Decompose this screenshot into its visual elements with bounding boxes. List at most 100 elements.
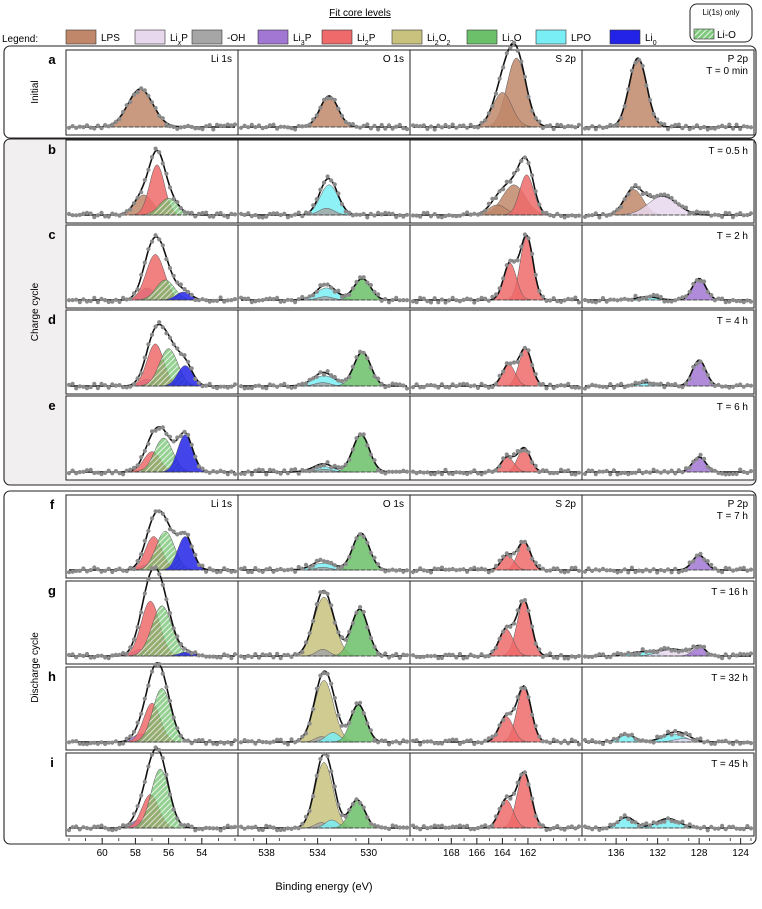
data-point bbox=[256, 123, 262, 128]
data-point bbox=[511, 791, 517, 796]
data-point bbox=[135, 804, 140, 809]
data-point bbox=[390, 740, 395, 745]
data-point bbox=[727, 472, 732, 477]
data-point bbox=[128, 99, 133, 105]
data-point bbox=[519, 539, 524, 544]
data-point bbox=[723, 210, 728, 215]
data-point bbox=[139, 711, 144, 716]
data-point bbox=[662, 469, 667, 474]
data-point bbox=[84, 123, 90, 128]
data-point bbox=[644, 83, 649, 88]
data-point bbox=[475, 567, 481, 572]
data-point bbox=[321, 282, 327, 287]
data-point bbox=[687, 647, 692, 652]
data-point bbox=[676, 468, 681, 473]
data-point bbox=[418, 385, 423, 390]
data-point bbox=[311, 619, 316, 624]
data-point bbox=[365, 815, 370, 820]
measured-points bbox=[582, 728, 754, 747]
data-point bbox=[321, 372, 327, 377]
data-point bbox=[647, 569, 653, 574]
data-point bbox=[397, 825, 402, 830]
data-point bbox=[307, 377, 312, 382]
data-point bbox=[321, 180, 327, 185]
data-point bbox=[432, 212, 437, 217]
data-point bbox=[694, 553, 700, 558]
data-point bbox=[139, 455, 144, 460]
data-point bbox=[472, 383, 477, 388]
data-point bbox=[687, 465, 692, 470]
data-point bbox=[705, 739, 710, 744]
data-point bbox=[350, 286, 355, 291]
data-point bbox=[70, 468, 75, 473]
data-point bbox=[77, 653, 82, 658]
data-point bbox=[680, 295, 685, 300]
data-point bbox=[339, 294, 345, 299]
data-point bbox=[501, 629, 506, 634]
data-point bbox=[457, 382, 462, 387]
data-point bbox=[200, 384, 205, 389]
data-point bbox=[196, 380, 201, 385]
data-point bbox=[698, 551, 703, 556]
data-point bbox=[275, 126, 280, 131]
data-point bbox=[555, 739, 560, 744]
data-point bbox=[490, 823, 495, 828]
data-point bbox=[551, 471, 556, 476]
data-point bbox=[339, 113, 345, 118]
data-point bbox=[149, 239, 155, 244]
data-point bbox=[296, 297, 301, 302]
data-point bbox=[343, 119, 348, 125]
data-point bbox=[439, 382, 444, 387]
data-point bbox=[167, 527, 173, 532]
data-point bbox=[256, 738, 262, 744]
data-point bbox=[472, 468, 477, 473]
data-point bbox=[182, 646, 187, 651]
data-point bbox=[204, 654, 209, 659]
data-point bbox=[211, 298, 216, 303]
data-point bbox=[573, 739, 578, 744]
data-point bbox=[131, 382, 137, 387]
data-point bbox=[285, 652, 290, 658]
data-point bbox=[537, 202, 542, 207]
data-point bbox=[597, 298, 602, 303]
data-point bbox=[511, 171, 517, 176]
data-point bbox=[637, 651, 642, 656]
data-point bbox=[501, 187, 506, 192]
data-point bbox=[555, 566, 560, 571]
data-point bbox=[204, 210, 209, 215]
panel-c-0 bbox=[65, 224, 239, 309]
data-point bbox=[361, 123, 366, 128]
data-point bbox=[146, 528, 151, 534]
data-point bbox=[526, 94, 531, 99]
data-point bbox=[379, 122, 384, 128]
data-point bbox=[555, 470, 560, 475]
data-point bbox=[615, 651, 620, 656]
data-point bbox=[229, 469, 234, 474]
data-point bbox=[418, 124, 423, 129]
data-point bbox=[683, 647, 689, 652]
data-point bbox=[590, 738, 595, 743]
data-point bbox=[390, 567, 395, 572]
data-point bbox=[311, 293, 316, 298]
data-point bbox=[88, 568, 93, 573]
data-point bbox=[214, 211, 220, 216]
data-point bbox=[475, 385, 481, 390]
data-point bbox=[432, 296, 437, 301]
data-point bbox=[705, 559, 710, 564]
data-point bbox=[702, 824, 707, 829]
data-point bbox=[425, 826, 430, 831]
data-point bbox=[569, 565, 574, 571]
data-point bbox=[253, 299, 258, 304]
data-point bbox=[246, 385, 251, 391]
data-point bbox=[716, 470, 721, 476]
data-point bbox=[189, 442, 194, 447]
data-point bbox=[443, 567, 448, 572]
data-point bbox=[70, 213, 75, 218]
data-point bbox=[178, 205, 183, 211]
data-point bbox=[186, 123, 191, 128]
data-point bbox=[325, 369, 330, 374]
data-point bbox=[376, 467, 381, 473]
measured-points bbox=[66, 86, 238, 132]
data-point bbox=[74, 125, 79, 130]
data-point bbox=[640, 296, 645, 301]
